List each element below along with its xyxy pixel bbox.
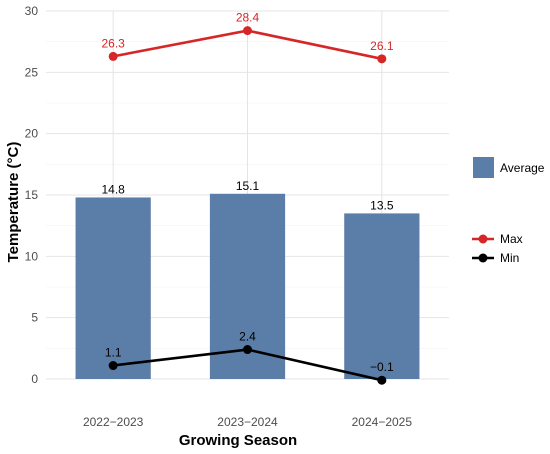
- bar-value-label: 14.8: [101, 182, 125, 196]
- bar-value-label: 13.5: [370, 198, 394, 212]
- point-value-label: 1.1: [105, 346, 122, 360]
- legend-key-average: [473, 157, 494, 178]
- x-tick-label: 2022−2023: [83, 415, 144, 429]
- point-min: [108, 361, 118, 371]
- legend-marker: [478, 234, 488, 244]
- point-min: [243, 345, 252, 355]
- point-value-label: 28.4: [236, 11, 260, 25]
- y-tick-label: 30: [25, 4, 39, 18]
- point-max: [108, 51, 118, 61]
- point-max: [243, 26, 252, 36]
- bars-average: [75, 193, 420, 379]
- y-tick-label: 0: [31, 372, 38, 386]
- legend-label: Max: [500, 232, 523, 246]
- data-labels: 14.8 15.1 13.5 26.3 28.4 26.1 1.1 2.4 −0.1: [101, 11, 394, 375]
- y-tick-labels: 0 5 10 15 20 25 30: [25, 4, 39, 386]
- legend-label: Min: [500, 251, 519, 265]
- bar-value-label: 15.1: [236, 179, 260, 193]
- y-tick-label: 15: [25, 188, 39, 202]
- point-max: [377, 54, 387, 64]
- y-tick-label: 25: [25, 65, 39, 79]
- y-tick-label: 10: [25, 249, 39, 263]
- point-value-label: 26.3: [101, 36, 125, 50]
- legend-marker: [478, 253, 488, 263]
- x-axis-title: Growing Season: [179, 432, 297, 449]
- point-value-label: 2.4: [239, 330, 256, 344]
- legend-label: Average: [500, 161, 545, 175]
- legend: Average Max Min: [472, 157, 545, 265]
- point-value-label: −0.1: [370, 360, 394, 374]
- y-tick-label: 5: [31, 311, 38, 325]
- lines: [108, 26, 387, 385]
- y-axis-title: Temperature (°C): [5, 142, 22, 263]
- bar-average: [344, 213, 420, 379]
- bar-average: [75, 197, 151, 379]
- x-tick-label: 2024−2025: [352, 415, 413, 429]
- x-tick-label: 2023−2024: [217, 415, 278, 429]
- point-value-label: 26.1: [370, 39, 394, 53]
- point-min: [377, 375, 387, 385]
- x-tick-labels: 2022−2023 2023−2024 2024−2025: [83, 415, 412, 429]
- y-tick-label: 20: [25, 127, 39, 141]
